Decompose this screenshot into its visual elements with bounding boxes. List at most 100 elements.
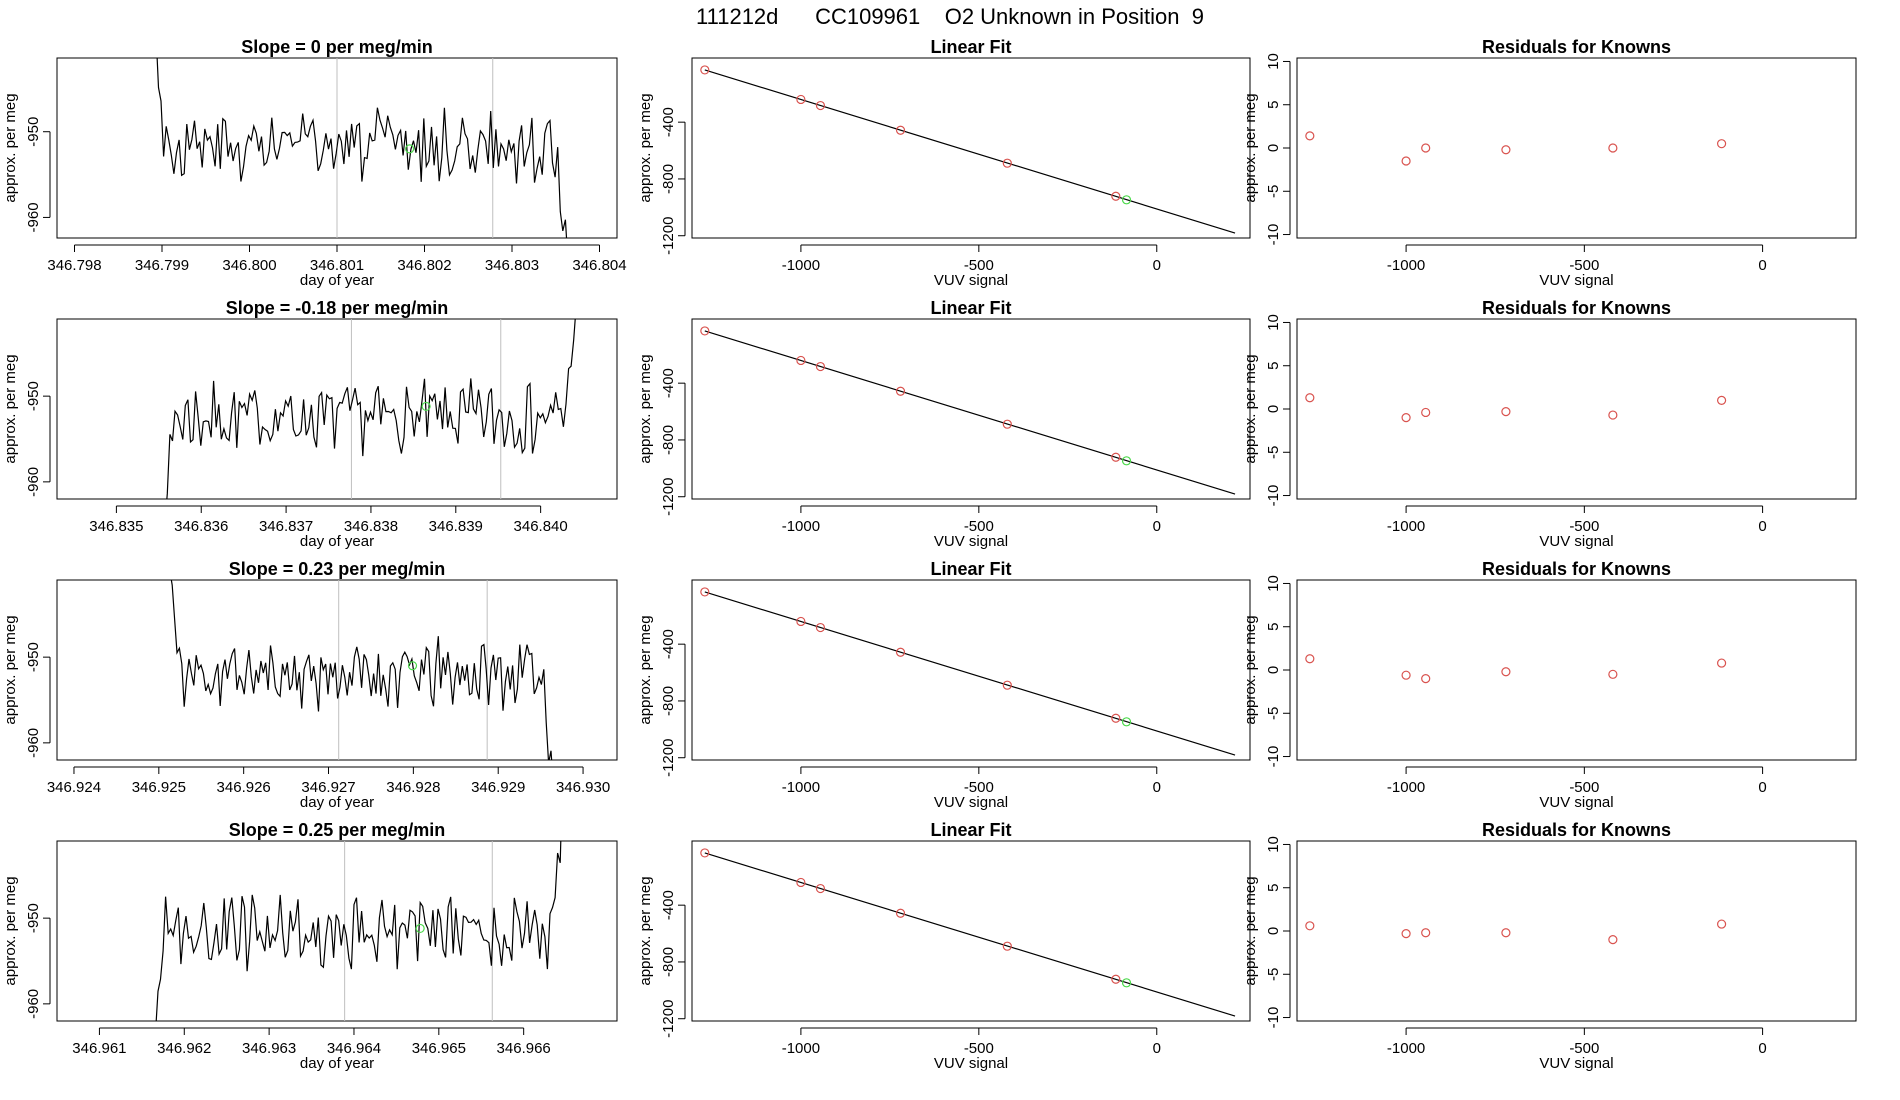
x-tick-label: 0 [1153, 779, 1161, 796]
x-tick-label: 346.964 [327, 1040, 381, 1057]
x-tick-label: 0 [1758, 518, 1766, 535]
residual-point [1608, 669, 1618, 679]
unknown-point [1121, 456, 1132, 466]
panel-fit-3: Linear Fit -1000 -500 0 VUV signal -1200 -800 -… [637, 820, 1251, 1072]
y-tick-label: 5 [1265, 623, 1282, 631]
x-axis-label: VUV signal [1539, 272, 1613, 289]
x-axis-label: day of year [300, 794, 374, 811]
x-axis-label: VUV signal [934, 1055, 1008, 1072]
x-axis-label: VUV signal [934, 533, 1008, 550]
known-point [1002, 419, 1012, 429]
x-tick-label: 346.835 [89, 518, 143, 535]
panel-ts-1: Slope = -0.18 per meg/min 346.835 346.836 3… [2, 298, 618, 550]
residual-point [1305, 131, 1315, 141]
residual-point [1305, 393, 1315, 403]
residual-point [1421, 407, 1431, 418]
y-tick-label: 0 [1265, 144, 1282, 152]
y-tick-label: 10 [1265, 575, 1282, 592]
x-tick-label: 346.962 [157, 1040, 211, 1057]
residual-point [1608, 143, 1618, 153]
known-point [700, 65, 710, 75]
known-point [796, 94, 806, 105]
residual-point [1716, 658, 1727, 668]
figure-title: 111212d CC109961 O2 Unknown in Position … [696, 4, 1204, 29]
known-point [895, 386, 906, 396]
y-tick-label: -800 [660, 947, 677, 977]
plot-frame [691, 57, 1251, 239]
y-tick-label: -950 [25, 381, 42, 411]
x-tick-label: 346.839 [429, 518, 483, 535]
x-tick-label: -500 [964, 779, 994, 796]
y-tick-label: -1200 [660, 739, 677, 777]
y-tick-label: 5 [1265, 362, 1282, 370]
y-tick-label: -950 [25, 903, 42, 933]
panel-title: Residuals for Knowns [1482, 559, 1671, 579]
residual-point [1401, 156, 1411, 166]
y-axis-label: approx. per meg [2, 354, 19, 463]
y-tick-label: -960 [25, 467, 42, 497]
y-tick-label: -5 [1265, 446, 1282, 459]
y-tick-label: 10 [1265, 314, 1282, 331]
y-axis-label: approx. per meg [637, 354, 654, 463]
y-axis-label: approx. per meg [2, 876, 19, 985]
x-tick-label: 346.925 [132, 779, 186, 796]
panel-title: Linear Fit [930, 559, 1011, 579]
panel-ts-3: Slope = 0.25 per meg/min 346.961 346.962 34… [2, 820, 618, 1072]
known-point [796, 616, 806, 627]
residual-point [1305, 654, 1315, 664]
y-tick-label: -5 [1265, 707, 1282, 720]
x-tick-label: -500 [964, 257, 994, 274]
y-tick-label: -950 [25, 642, 42, 672]
x-tick-label: 346.963 [242, 1040, 296, 1057]
plot-frame [691, 840, 1251, 1022]
panel-ts-2: Slope = 0.23 per meg/min 346.924 346.925 34… [2, 559, 618, 811]
x-tick-label: -1000 [782, 1040, 820, 1057]
y-tick-label: -960 [25, 728, 42, 758]
panel-res-1: Residuals for Knowns -1000 -500 0 VUV signal… [1242, 298, 1857, 550]
panel-title: Residuals for Knowns [1482, 298, 1671, 318]
panel-ts-0: Slope = 0 per meg/min 346.798 346.799 346.8… [2, 37, 627, 289]
unknown-point [1121, 978, 1132, 988]
residual-point [1501, 406, 1511, 417]
y-tick-label: -10 [1265, 746, 1282, 768]
x-tick-label: 346.965 [412, 1040, 466, 1057]
x-tick-label: 346.926 [217, 779, 271, 796]
x-tick-label: 0 [1758, 257, 1766, 274]
panel-title: Linear Fit [930, 37, 1011, 57]
known-point [796, 355, 806, 366]
plot-frame [691, 579, 1251, 761]
y-axis-label: approx. per meg [1242, 876, 1259, 985]
x-tick-label: 346.804 [572, 257, 626, 274]
y-tick-label: 0 [1265, 405, 1282, 413]
x-tick-label: 346.801 [310, 257, 364, 274]
y-tick-label: -960 [25, 989, 42, 1019]
residual-point [1608, 935, 1618, 945]
y-tick-label: -10 [1265, 1007, 1282, 1029]
x-tick-label: 346.961 [72, 1040, 126, 1057]
x-tick-label: 346.799 [135, 257, 189, 274]
x-tick-label: -1000 [1387, 779, 1425, 796]
x-tick-label: 346.930 [556, 779, 610, 796]
plot-frame [56, 318, 618, 500]
y-tick-label: -1200 [660, 217, 677, 255]
x-tick-label: 0 [1153, 1040, 1161, 1057]
y-tick-label: 10 [1265, 53, 1282, 70]
residual-point [1421, 928, 1431, 938]
fit-line [704, 330, 1236, 495]
known-point [1111, 452, 1121, 462]
y-axis-label: approx. per meg [1242, 615, 1259, 724]
y-tick-label: 5 [1265, 884, 1282, 892]
y-tick-label: -800 [660, 686, 677, 716]
known-point [796, 877, 806, 888]
x-tick-label: -500 [964, 1040, 994, 1057]
known-point [700, 848, 710, 858]
x-tick-label: 346.924 [47, 779, 101, 796]
x-axis-label: VUV signal [1539, 533, 1613, 550]
panel-res-0: Residuals for Knowns -1000 -500 0 VUV signal… [1242, 37, 1857, 289]
x-axis-label: day of year [300, 533, 374, 550]
known-point [1111, 191, 1121, 201]
y-tick-label: -10 [1265, 224, 1282, 246]
residual-point [1401, 670, 1411, 680]
x-tick-label: -500 [1569, 518, 1599, 535]
